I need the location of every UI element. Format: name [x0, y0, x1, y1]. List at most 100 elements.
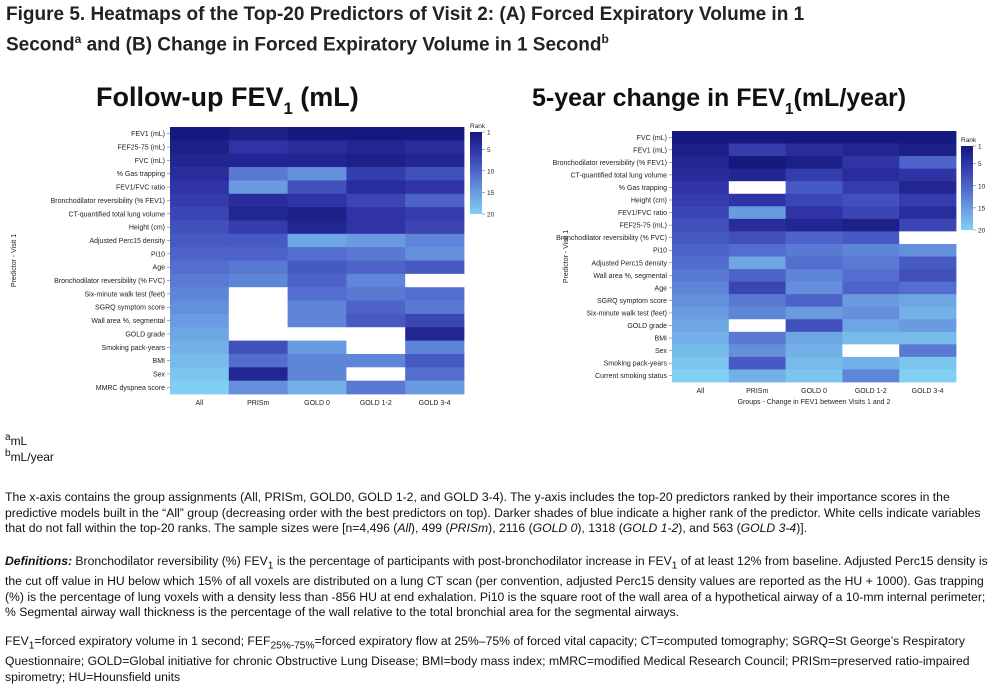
heatmap-cell [785, 281, 843, 295]
heatmap-row-label: Height (cm) [631, 198, 667, 205]
heatmap-cell [899, 369, 957, 383]
heatmap-cell [672, 256, 730, 270]
heatmap-cell [842, 369, 900, 383]
heatmap-cell [672, 218, 730, 232]
heatmap-cell [346, 140, 406, 155]
heatmap-cell [170, 153, 230, 168]
heatmap-cell [728, 156, 786, 170]
heatmap-cell [899, 156, 957, 170]
heatmap-row-label: Sex [655, 348, 668, 355]
heatmap-cell [405, 260, 465, 275]
heatmap-cell [287, 340, 347, 355]
heatmap-cell [728, 256, 786, 270]
legend-tick-label: 5 [978, 161, 982, 168]
heatmap-col-label: GOLD 1-2 [360, 400, 392, 407]
para-text: FEV [5, 634, 29, 648]
heatmap-cell [842, 306, 900, 320]
heatmap-cell [728, 306, 786, 320]
heatmap-row-label: Bronchodilator reversibility (% FVC) [556, 235, 667, 242]
heatmap-title: Follow-up FEV1 (mL) [96, 82, 359, 118]
heatmap-cell [228, 207, 288, 221]
heatmap-row-label: FEV1/FVC ratio [618, 210, 667, 217]
heatmap-cell [842, 294, 900, 308]
heatmap-cell [405, 367, 465, 382]
heatmap-row-label: GOLD grade [627, 323, 667, 330]
heatmap-cell [346, 167, 406, 181]
heatmap-cell [785, 256, 843, 270]
heatmap-cell [405, 180, 465, 195]
heatmap-cell [899, 344, 957, 358]
heatmap-title-main: 5-year change in FEV [532, 84, 785, 112]
heatmap-cell [728, 181, 786, 195]
legend-colorbar [961, 146, 973, 230]
heatmap-row-label: CT-quantified total lung volume [571, 172, 668, 179]
heatmap-cell [672, 319, 730, 333]
heatmap-cell [287, 140, 347, 155]
heatmap-col-label: GOLD 0 [304, 400, 330, 407]
heatmap-cell [728, 269, 786, 282]
heatmap-cell [346, 233, 406, 248]
heatmap-row-label: BMI [153, 358, 166, 365]
heatmap-cell [346, 313, 406, 328]
heatmap-cell [287, 313, 347, 328]
footnote-a: amL [5, 430, 27, 449]
heatmap-cell [785, 143, 843, 157]
heatmap-cell [228, 353, 288, 368]
heatmap-row-label: FVC (mL) [637, 135, 667, 142]
heatmap-cell [170, 233, 230, 248]
heatmap-cell [228, 180, 288, 195]
title-sup-b: b [601, 32, 609, 46]
para-text: )]. [796, 521, 808, 536]
heatmap-cell [287, 327, 347, 341]
legend-tick-label: 10 [487, 168, 494, 175]
heatmap-cell [346, 340, 406, 355]
heatmap-cell [405, 313, 465, 328]
heatmap-cell [405, 380, 465, 395]
heatmap-cell [672, 306, 730, 320]
para-sub: 1 [671, 560, 678, 572]
heatmap-cell [228, 260, 288, 275]
heatmap-cell [346, 127, 406, 141]
heatmap-row-label: Adjusted Perc15 density [90, 238, 166, 245]
footnote-a-marker: a [5, 432, 11, 443]
heatmap-cell [785, 243, 843, 257]
heatmap-cell [170, 167, 230, 181]
heatmap-cell [346, 180, 406, 195]
heatmap-cell [170, 353, 230, 368]
heatmap-cell [228, 340, 288, 355]
heatmap-cell [287, 233, 347, 248]
heatmap-cell [842, 344, 900, 358]
legend-tick-label: 15 [978, 205, 986, 212]
heatmap-cell [405, 300, 465, 315]
heatmap-cell [842, 356, 900, 370]
heatmap-cell [842, 181, 900, 195]
heatmap-cell [287, 380, 347, 395]
legend-tick-label: 20 [487, 212, 494, 219]
heatmap-cell [672, 243, 730, 257]
heatmap-cell [287, 193, 347, 208]
heatmap-cell [899, 306, 957, 320]
heatmap-row-label: GOLD grade [125, 331, 165, 338]
heatmap-cell [672, 281, 730, 295]
heatmap-cell [842, 193, 900, 207]
footnote-b-marker: b [5, 448, 11, 459]
heatmap-cell [405, 153, 465, 168]
heatmap-cell [728, 369, 786, 383]
heatmap-title: 5-year change in FEV1(mL/year) [532, 84, 906, 118]
heatmap-cell [346, 287, 406, 301]
heatmap-cell [170, 180, 230, 195]
heatmap-cell [170, 260, 230, 275]
heatmap-cell [170, 380, 230, 395]
heatmap-cell [228, 367, 288, 382]
heatmap-cell [785, 193, 843, 207]
heatmap-cell [672, 269, 730, 282]
para-text: =forced expiratory flow at 25%–75% of fo… [5, 634, 970, 684]
heatmap-title-unit: (mL/year) [794, 84, 907, 112]
heatmap-cell [672, 206, 730, 220]
heatmap-row-label: Smoking pack-years [604, 361, 668, 368]
heatmap-cell [672, 131, 730, 144]
figure-title-line2: Seconda and (B) Change in Forced Expirat… [6, 27, 991, 57]
heatmap-row-label: FEF25-75 (mL) [620, 223, 667, 230]
heatmap-cell [346, 327, 406, 341]
heatmap-cell [405, 140, 465, 155]
